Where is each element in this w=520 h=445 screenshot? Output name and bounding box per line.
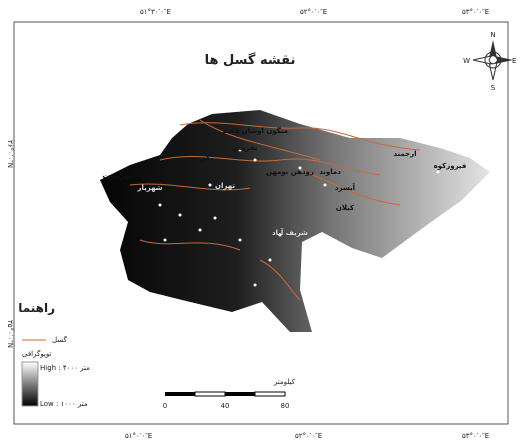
place-label: فیروزکوه <box>434 162 467 170</box>
legend-high: High : ۴۰۰۰ متر <box>40 364 90 372</box>
place-label: تهران <box>215 182 235 190</box>
faults <box>129 119 421 301</box>
scale-tick: 40 <box>221 402 230 410</box>
coord-label: ۵۱°۰′۰″E <box>125 432 152 440</box>
settlements <box>158 148 440 287</box>
scale-unit: کیلومتر <box>273 378 296 386</box>
place-label: آبسرد <box>335 183 356 192</box>
coord-label: ۳۵°۰′۰″N <box>6 320 14 348</box>
coord-label: ۵۳°۰′۰″E <box>462 8 489 16</box>
compass-w: W <box>463 57 470 65</box>
scale-tick: 80 <box>281 402 290 410</box>
map-title: نقشه گسل ها <box>205 52 296 68</box>
place-label: مهردشت <box>102 172 133 180</box>
place-label: دماوند <box>319 168 341 176</box>
compass-s: S <box>491 84 496 92</box>
place-label: کیلان <box>336 204 355 212</box>
coord-label: ۵۳°۰′۰″E <box>462 432 489 440</box>
legend-ramp <box>21 361 39 407</box>
place-label: کن <box>200 154 211 162</box>
legend-low: Low : ۱۰۰۰ متر <box>40 400 88 408</box>
scale-tick: 0 <box>163 402 167 410</box>
place-label: میگون اوشان فشم <box>222 126 288 135</box>
compass: N E S W <box>463 31 516 92</box>
place-label: ارجمند <box>393 150 416 158</box>
legend-topo: توپوگرافی <box>22 349 52 358</box>
coord-label: ۵۱°۳۰′۰″E <box>140 8 171 16</box>
place-label: شهریار <box>136 184 162 192</box>
place-label: شریف آباد <box>272 228 308 237</box>
place-label: رودهن بومهن <box>266 168 314 176</box>
place-label: تجریش <box>233 144 258 152</box>
compass-e: E <box>512 57 516 65</box>
legend-title: راهنما <box>18 301 55 315</box>
legend-fault: گسل <box>52 335 68 344</box>
province <box>100 110 490 332</box>
coord-label: ۵۲°۰′۰″E <box>300 8 327 16</box>
coord-label: ۳۶°۰′۰″N <box>6 140 14 168</box>
coord-label: ۵۲°۰′۰″E <box>295 432 322 440</box>
compass-n: N <box>490 31 495 39</box>
scale-bar <box>165 391 286 397</box>
